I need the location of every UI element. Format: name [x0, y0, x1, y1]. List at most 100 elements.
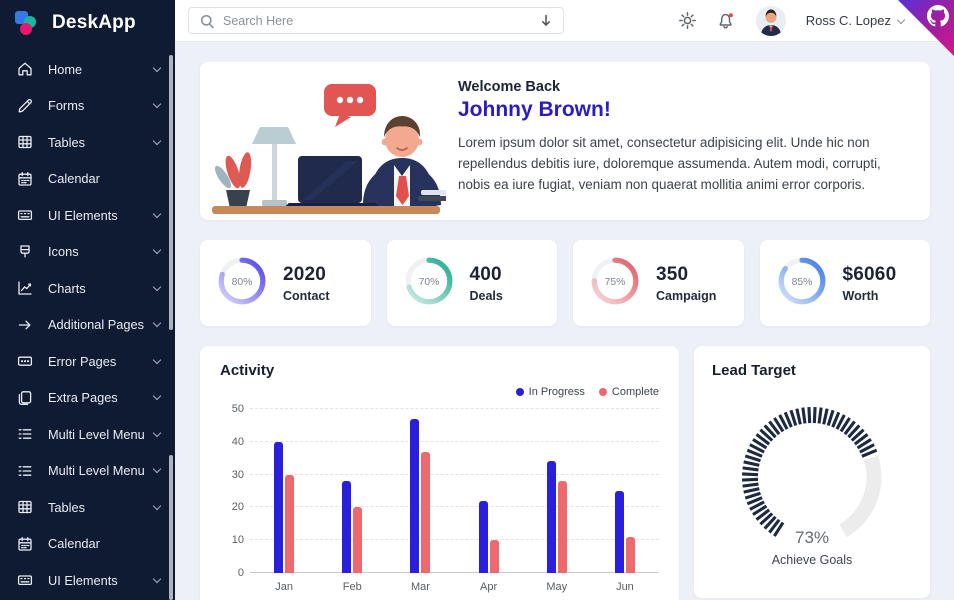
sidebar-item-label: Home: [48, 61, 83, 77]
sidebar-item-label: Tables: [48, 499, 85, 515]
sidebar-item-additional-pages[interactable]: Additional Pages: [0, 307, 175, 344]
pencil-icon: [16, 96, 35, 115]
legend-dot: [515, 388, 524, 396]
github-icon: [927, 5, 949, 27]
logo-icon: [14, 9, 42, 37]
lead-target-gauge: [712, 389, 912, 554]
sidebar-item-label: Tables: [48, 134, 85, 150]
error-box-icon: [16, 352, 35, 371]
sidebar-item-label: UI Elements: [48, 572, 118, 588]
welcome-illustration: [200, 62, 452, 220]
donut-chart: 85%: [776, 255, 828, 312]
welcome-greeting: Welcome Back: [458, 79, 561, 95]
sidebar-item-ui-elements[interactable]: UI Elements: [0, 197, 175, 234]
list-icon: [16, 461, 35, 480]
chevron-down-icon: [152, 355, 162, 364]
stat-card-campaign: 75% 350 Campaign: [573, 240, 744, 326]
donut-chart: 80%: [216, 255, 268, 312]
brush-icon: [16, 242, 35, 261]
bar-complete: [557, 481, 567, 573]
chevron-down-icon: [152, 246, 162, 255]
sidebar-item-forms[interactable]: Forms: [0, 88, 175, 125]
chevron-down-icon: [152, 209, 162, 218]
home-icon: [16, 60, 35, 79]
sidebar-item-icons[interactable]: Icons: [0, 234, 175, 271]
x-tick-label: Feb: [342, 581, 362, 593]
stat-value: $6060: [842, 263, 897, 285]
chevron-down-icon: [152, 574, 162, 583]
bar-in-progress: [342, 481, 352, 573]
chevron-down-icon: [896, 15, 906, 24]
chevron-down-icon: [152, 501, 162, 510]
gear-icon[interactable]: [678, 11, 697, 30]
app-logo[interactable]: DeskApp: [0, 0, 175, 46]
gauge-sublabel: Achieve Goals: [771, 553, 853, 567]
bar-in-progress: [478, 500, 488, 573]
bell-icon[interactable]: [717, 12, 736, 30]
pages-icon: [16, 388, 35, 407]
sidebar-item-error-pages[interactable]: Error Pages: [0, 343, 175, 380]
sidebar-item-charts[interactable]: Charts: [0, 270, 175, 307]
sidebar-item-calendar[interactable]: Calendar: [0, 526, 175, 563]
y-tick-label: 0: [237, 567, 244, 579]
bar-group-jan: [250, 409, 318, 573]
sidebar-item-label: Extra Pages: [48, 390, 118, 406]
table-icon: [16, 498, 35, 517]
lead-target-card: Lead Target 73% Achieve Goals: [694, 346, 930, 598]
stat-card-deals: 70% 400 Deals: [386, 240, 557, 326]
chevron-down-icon: [152, 392, 162, 401]
calendar-icon: [16, 534, 35, 553]
y-tick-label: 30: [231, 468, 244, 481]
bar-group-apr: [455, 409, 523, 573]
chart-legend: In Progress Complete: [515, 386, 659, 398]
sidebar-item-label: Forms: [48, 98, 85, 114]
search-input[interactable]: [223, 13, 539, 28]
sidebar-item-home[interactable]: Home: [0, 51, 175, 88]
chevron-down-icon: [152, 100, 162, 109]
bar-complete: [625, 536, 635, 573]
arrow-down-icon[interactable]: [539, 13, 553, 28]
sidebar-item-multi-level-menu[interactable]: Multi Level Menu: [0, 453, 175, 490]
search-box[interactable]: [188, 7, 564, 34]
chevron-down-icon: [152, 63, 162, 72]
sidebar-item-multi-level-menu[interactable]: Multi Level Menu: [0, 416, 175, 453]
stat-card-contact: 80% 2020 Contact: [200, 240, 371, 326]
svg-text:75%: 75%: [605, 276, 626, 287]
sidebar-item-extra-pages[interactable]: Extra Pages: [0, 380, 175, 417]
stats-row: 80% 2020 Contact 70% 400 Deals 75% 350 Campaign 8…: [200, 240, 930, 326]
chevron-down-icon: [152, 319, 162, 328]
legend-item-complete[interactable]: Complete: [598, 386, 659, 398]
x-tick-label: Apr: [480, 581, 498, 593]
user-menu[interactable]: Ross C. Lopez: [805, 13, 906, 28]
sidebar-scrollbar[interactable]: [169, 455, 173, 600]
lead-target-title: Lead Target: [712, 362, 796, 379]
svg-text:80%: 80%: [232, 276, 253, 287]
search-icon: [199, 13, 215, 29]
welcome-card: Welcome Back Johnny Brown! Lorem ipsum d…: [200, 62, 930, 220]
svg-text:70%: 70%: [418, 276, 439, 287]
activity-bar-chart: 0 10 20 30 40 50: [232, 403, 659, 579]
donut-chart: 75%: [589, 255, 641, 312]
sidebar-item-calendar[interactable]: Calendar: [0, 161, 175, 198]
bar-complete: [353, 507, 363, 573]
sidebar-scrollbar[interactable]: [169, 55, 173, 330]
stat-label: Deals: [469, 288, 503, 303]
sidebar-item-tables[interactable]: Tables: [0, 124, 175, 161]
sidebar-item-ui-elements[interactable]: UI Elements: [0, 562, 175, 599]
user-name: Ross C. Lopez: [805, 13, 891, 28]
sidebar-item-tables[interactable]: Tables: [0, 489, 175, 526]
welcome-body: Lorem ipsum dolor sit amet, consectetur …: [458, 135, 881, 193]
legend-item-in-progress[interactable]: In Progress: [515, 386, 585, 398]
user-avatar[interactable]: [755, 5, 786, 36]
list-icon: [16, 425, 35, 444]
x-tick-label: Jan: [275, 581, 293, 593]
y-tick-label: 20: [231, 501, 244, 514]
sidebar-item-label: Multi Level Menu: [48, 426, 145, 442]
legend-label: Complete: [611, 386, 659, 398]
stat-value: 2020: [283, 263, 327, 285]
chevron-down-icon: [152, 428, 162, 437]
activity-title: Activity: [220, 362, 275, 379]
sidebar-item-label: Calendar: [48, 171, 100, 187]
gridline: [250, 506, 659, 508]
svg-text:85%: 85%: [791, 276, 812, 287]
